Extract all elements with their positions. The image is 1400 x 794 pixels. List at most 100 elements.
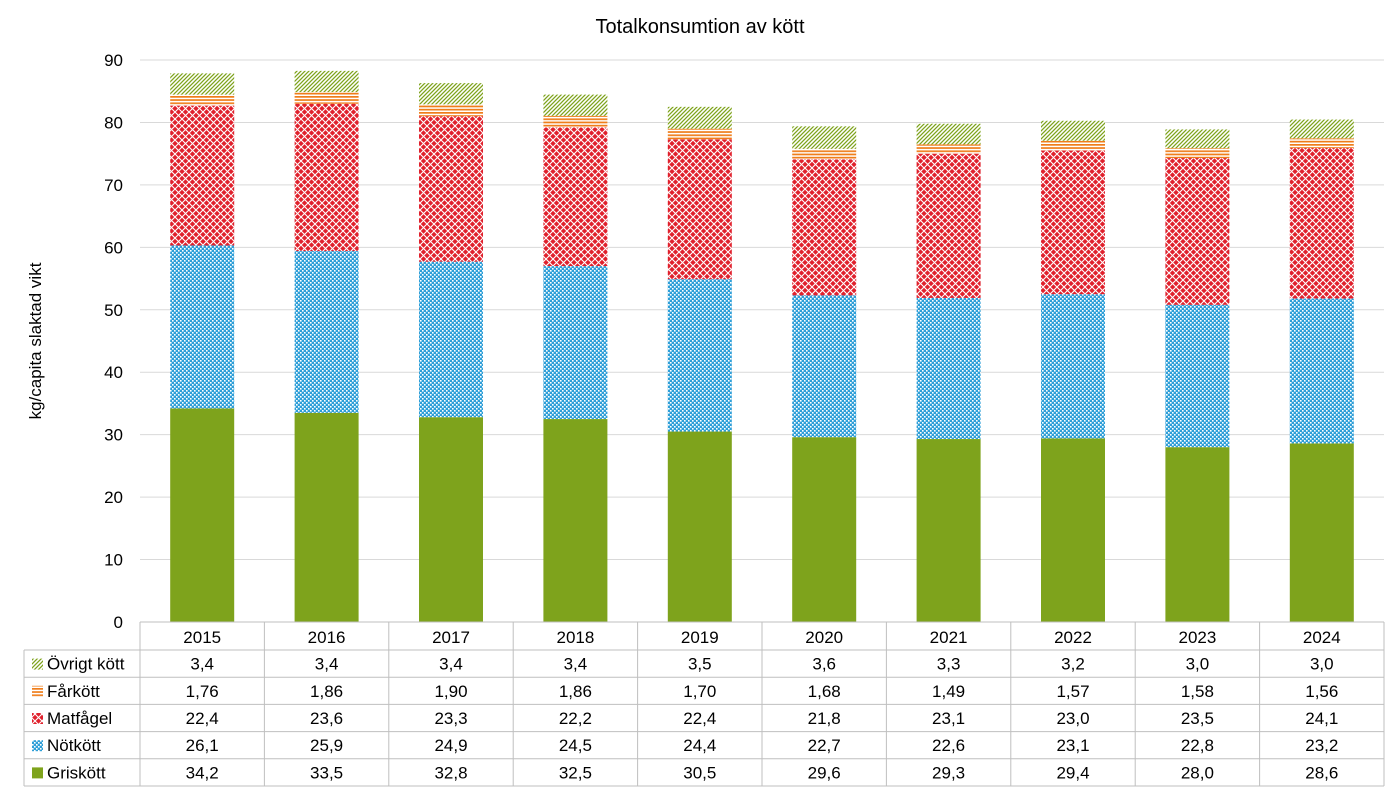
table-cell-value: 3,4: [439, 655, 463, 674]
bar-segment-övrigt-kött: [792, 126, 857, 149]
table-cell-value: 24,9: [434, 736, 467, 755]
bar-segment-nötkött: [170, 245, 235, 409]
bar-segment-fårkött: [667, 128, 732, 140]
bar-segment-griskött: [916, 439, 981, 622]
bar-segment-fårkött: [1289, 138, 1354, 149]
table-cell-value: 22,7: [808, 736, 841, 755]
table-cell-value: 3,2: [1061, 655, 1085, 674]
table-cell-value: 23,0: [1056, 709, 1089, 728]
table-cell-value: 23,2: [1305, 736, 1338, 755]
bar-segment-matfågel: [294, 103, 359, 252]
bar-segment-övrigt-kött: [543, 94, 608, 116]
bar-segment-matfågel: [916, 153, 981, 298]
y-tick-label: 0: [114, 613, 123, 632]
bar-segment-övrigt-kött: [170, 73, 235, 95]
table-cell-value: 22,4: [186, 709, 219, 728]
y-tick-label: 10: [104, 551, 123, 570]
bar-segment-nötkött: [1041, 294, 1105, 439]
bar-segment-nötkött: [543, 266, 608, 420]
bar-segment-griskött: [294, 412, 359, 622]
bar-segment-fårkött: [294, 92, 359, 104]
table-cell-value: 22,8: [1181, 736, 1214, 755]
bar-segment-övrigt-kött: [1289, 119, 1354, 139]
bar-segment-fårkött: [1165, 148, 1230, 159]
table-cell-value: 23,5: [1181, 709, 1214, 728]
bar-segment-övrigt-kött: [667, 106, 732, 129]
table-cell-value: 3,0: [1186, 655, 1210, 674]
table-cell-value: 3,4: [564, 655, 588, 674]
table-cell-value: 30,5: [683, 763, 716, 782]
legend-key: [32, 767, 43, 779]
bar-segment-matfågel: [170, 105, 235, 246]
x-tick-label: 2015: [183, 628, 221, 647]
y-tick-label: 80: [104, 113, 123, 132]
bar-segment-nötkött: [1165, 304, 1230, 448]
table-cell-value: 3,3: [937, 655, 961, 674]
table-cell-value: 3,4: [190, 655, 214, 674]
table-cell-value: 23,6: [310, 709, 343, 728]
bar-segment-fårkött: [792, 148, 857, 160]
bar-segment-matfågel: [667, 139, 732, 280]
table-cell-value: 1,56: [1305, 682, 1338, 701]
y-tick-label: 70: [104, 176, 123, 195]
bar-segment-fårkött: [170, 94, 235, 106]
bar-segment-griskött: [419, 417, 483, 622]
bar-segment-nötkött: [792, 295, 857, 438]
table-cell-value: 1,76: [186, 682, 219, 701]
y-tick-label: 30: [104, 426, 123, 445]
table-cell-value: 3,0: [1310, 655, 1334, 674]
bar-segment-matfågel: [419, 116, 483, 262]
legend-label: Nötkött: [47, 736, 101, 755]
table-cell-value: 24,4: [683, 736, 716, 755]
x-tick-label: 2020: [805, 628, 843, 647]
x-tick-label: 2021: [930, 628, 968, 647]
legend-key: [32, 713, 43, 724]
legend-key: [32, 740, 43, 752]
table-cell-value: 24,5: [559, 736, 592, 755]
table-cell-value: 1,57: [1056, 682, 1089, 701]
table-cell-value: 23,1: [1056, 736, 1089, 755]
table-cell-value: 32,5: [559, 763, 592, 782]
table-cell-value: 29,6: [808, 763, 841, 782]
x-tick-label: 2024: [1303, 628, 1341, 647]
table-cell-value: 1,90: [434, 682, 467, 701]
table-cell-value: 1,68: [808, 682, 841, 701]
table-cell-value: 25,9: [310, 736, 343, 755]
legend-key: [32, 685, 43, 697]
bar-segment-griskött: [792, 437, 857, 622]
table-cell-value: 22,4: [683, 709, 716, 728]
table-cell-value: 23,3: [434, 709, 467, 728]
table-cell-value: 1,86: [310, 682, 343, 701]
table-cell-value: 22,6: [932, 736, 965, 755]
x-tick-label: 2017: [432, 628, 470, 647]
legend-label: Fårkött: [47, 682, 100, 701]
bar-segment-nötkött: [1289, 298, 1354, 444]
table-cell-value: 33,5: [310, 763, 343, 782]
bar-segment-fårkött: [543, 115, 608, 128]
bars: [170, 70, 1354, 622]
bar-segment-övrigt-kött: [916, 123, 981, 145]
table-cell-value: 24,1: [1305, 709, 1338, 728]
table-cell-value: 21,8: [808, 709, 841, 728]
bar-segment-griskött: [1165, 447, 1230, 622]
legend-key: [32, 658, 43, 670]
x-tick-label: 2016: [308, 628, 346, 647]
bar-segment-matfågel: [1165, 158, 1230, 305]
bar-segment-griskött: [667, 431, 732, 622]
y-tick-label: 90: [104, 51, 123, 70]
y-axis-label: kg/capita slaktad vikt: [26, 262, 45, 419]
y-axis-ticks: 0 10 20 30 40 50 60 70 80 90: [104, 51, 123, 632]
table-cell-value: 1,49: [932, 682, 965, 701]
table-cell-value: 3,6: [812, 655, 836, 674]
bar-segment-griskött: [543, 419, 608, 622]
legend-label: Övrigt kött: [47, 655, 125, 674]
table-cell-value: 29,3: [932, 763, 965, 782]
bar-segment-matfågel: [792, 159, 857, 296]
chart-title: Totalkonsumtion av kött: [596, 16, 805, 38]
bar-segment-övrigt-kött: [1165, 129, 1230, 149]
table-cell-value: 1,58: [1181, 682, 1214, 701]
table-cell-value: 23,1: [932, 709, 965, 728]
data-table: 2015 2016 2017 2018 2019 2020 2021 2022 2023 2024…: [23, 621, 1385, 787]
bar-segment-nötkött: [419, 261, 483, 418]
table-cell-value: 34,2: [186, 763, 219, 782]
